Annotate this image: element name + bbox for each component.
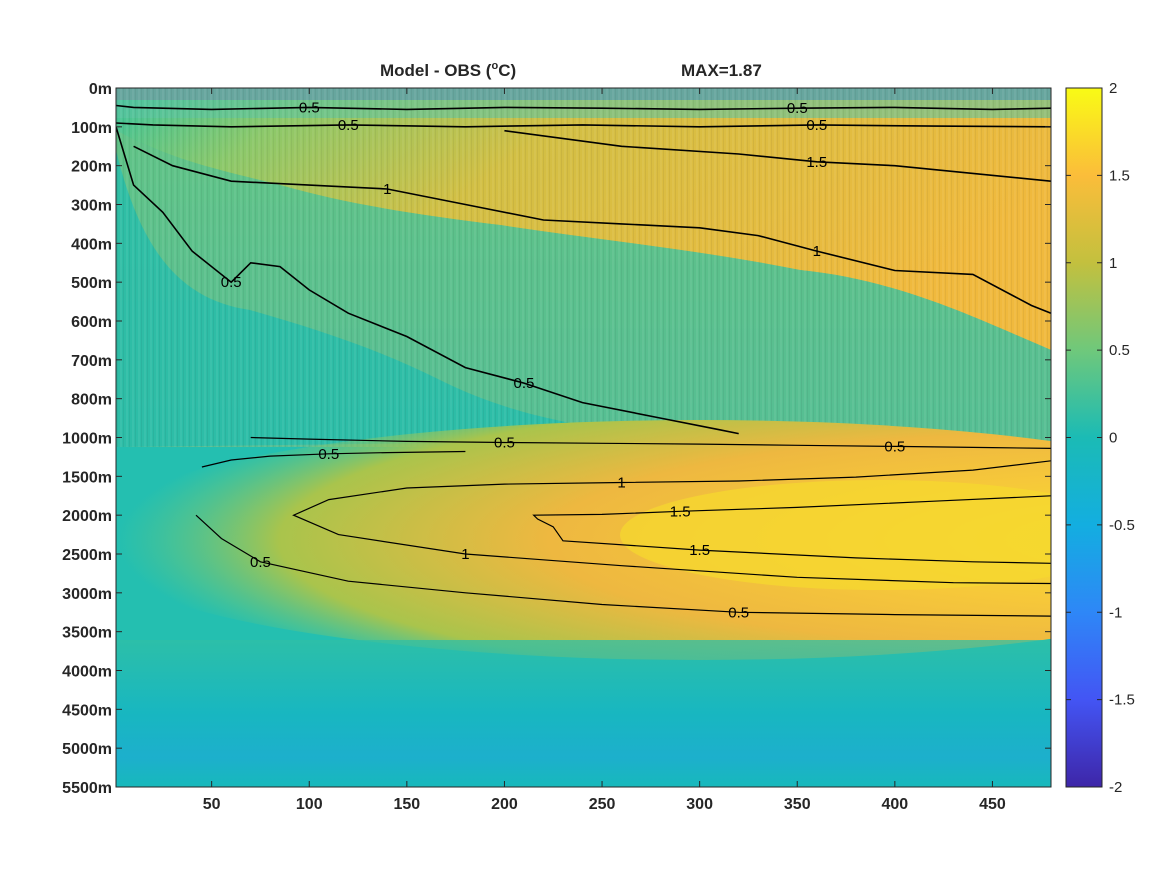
y-tick-label: 5500m bbox=[62, 780, 112, 797]
colorbar-tick-label: 2 bbox=[1109, 80, 1117, 97]
contour-label: 0.5 bbox=[884, 438, 905, 455]
y-tick-label: 2000m bbox=[62, 508, 112, 525]
x-tick-label: 100 bbox=[296, 796, 323, 813]
colorbar-tick-label: 0 bbox=[1109, 430, 1117, 447]
colorbar-tick-label: -1 bbox=[1109, 604, 1122, 621]
y-tick-label: 0m bbox=[89, 81, 112, 98]
contour-label: 0.5 bbox=[806, 117, 827, 134]
y-tick-label: 1500m bbox=[62, 469, 112, 486]
y-tick-label: 200m bbox=[71, 159, 112, 176]
y-tick-label: 2500m bbox=[62, 547, 112, 564]
y-tick-label: 1000m bbox=[62, 431, 112, 448]
contour-label: 0.5 bbox=[221, 274, 242, 291]
x-tick-label: 450 bbox=[979, 796, 1006, 813]
x-tick-label: 200 bbox=[491, 796, 518, 813]
y-tick-label: 3500m bbox=[62, 625, 112, 642]
contour-label: 1 bbox=[383, 181, 391, 198]
contour-label: 1.5 bbox=[806, 154, 827, 171]
contour-label: 1 bbox=[617, 475, 625, 492]
contour-lines bbox=[116, 104, 1051, 617]
colorbar-ticks: 2 1.5 1 0.5 0 -0.5 -1 -1.5 -2 bbox=[1066, 80, 1135, 796]
contour-line bbox=[532, 495, 1051, 564]
colorbar-tick-label: 1.5 bbox=[1109, 167, 1130, 184]
y-tick-label: 300m bbox=[71, 198, 112, 215]
chart-max-label: MAX=1.87 bbox=[681, 61, 762, 80]
contour-line bbox=[201, 450, 466, 468]
y-axis-ticks: 0m 100m 200m 300m 400m 500m 600m 700m 800m 1000m 1… bbox=[62, 81, 1051, 797]
contour-label: 1 bbox=[461, 546, 469, 563]
contour-label: 0.5 bbox=[494, 435, 515, 452]
y-tick-label: 400m bbox=[71, 236, 112, 253]
y-tick-label: 3000m bbox=[62, 586, 112, 603]
y-tick-label: 700m bbox=[71, 353, 112, 370]
y-tick-label: 4000m bbox=[62, 664, 112, 681]
x-tick-label: 150 bbox=[393, 796, 420, 813]
colorbar-tick-label: 1 bbox=[1109, 255, 1117, 272]
x-tick-label: 50 bbox=[203, 796, 221, 813]
colorbar-tick-label: -0.5 bbox=[1109, 517, 1135, 534]
contour-label: 1 bbox=[813, 243, 821, 260]
y-tick-label: 4500m bbox=[62, 702, 112, 719]
y-tick-label: 5000m bbox=[62, 741, 112, 758]
colorbar-tick-label: -1.5 bbox=[1109, 692, 1135, 709]
colorbar-tick-label: -2 bbox=[1109, 779, 1122, 796]
contour-line bbox=[116, 104, 1051, 111]
contour-label: 0.5 bbox=[338, 117, 359, 134]
x-tick-label: 250 bbox=[589, 796, 616, 813]
x-tick-label: 400 bbox=[881, 796, 908, 813]
contour-line bbox=[292, 460, 1051, 585]
contour-line bbox=[133, 145, 1051, 314]
contour-label: 0.5 bbox=[728, 604, 749, 621]
y-tick-label: 100m bbox=[71, 120, 112, 137]
contour-label: 1.5 bbox=[670, 503, 691, 520]
contour-label: 0.5 bbox=[787, 100, 808, 117]
x-tick-label: 350 bbox=[784, 796, 811, 813]
contour-label: 0.5 bbox=[318, 446, 339, 463]
x-axis-ticks: 50 100 150 200 250 300 350 400 450 bbox=[203, 88, 1006, 813]
chart-title: Model - OBS (oC) bbox=[380, 60, 516, 80]
contour-label: 1.5 bbox=[689, 542, 710, 559]
temperature-difference-field bbox=[116, 88, 1051, 787]
contour-label: 0.5 bbox=[250, 554, 271, 571]
contour-line bbox=[116, 122, 1051, 128]
x-tick-label: 300 bbox=[686, 796, 713, 813]
y-tick-label: 500m bbox=[71, 275, 112, 292]
y-tick-label: 600m bbox=[71, 314, 112, 331]
contour-line bbox=[504, 129, 1051, 182]
colorbar-tick-label: 0.5 bbox=[1109, 342, 1130, 359]
contour-label: 0.5 bbox=[514, 375, 535, 392]
y-tick-label: 800m bbox=[71, 392, 112, 409]
contour-label: 0.5 bbox=[299, 99, 320, 116]
contour-line bbox=[250, 436, 1051, 449]
contour-line bbox=[116, 126, 739, 435]
contour-line bbox=[195, 514, 1051, 617]
colorbar bbox=[1065, 87, 1103, 788]
